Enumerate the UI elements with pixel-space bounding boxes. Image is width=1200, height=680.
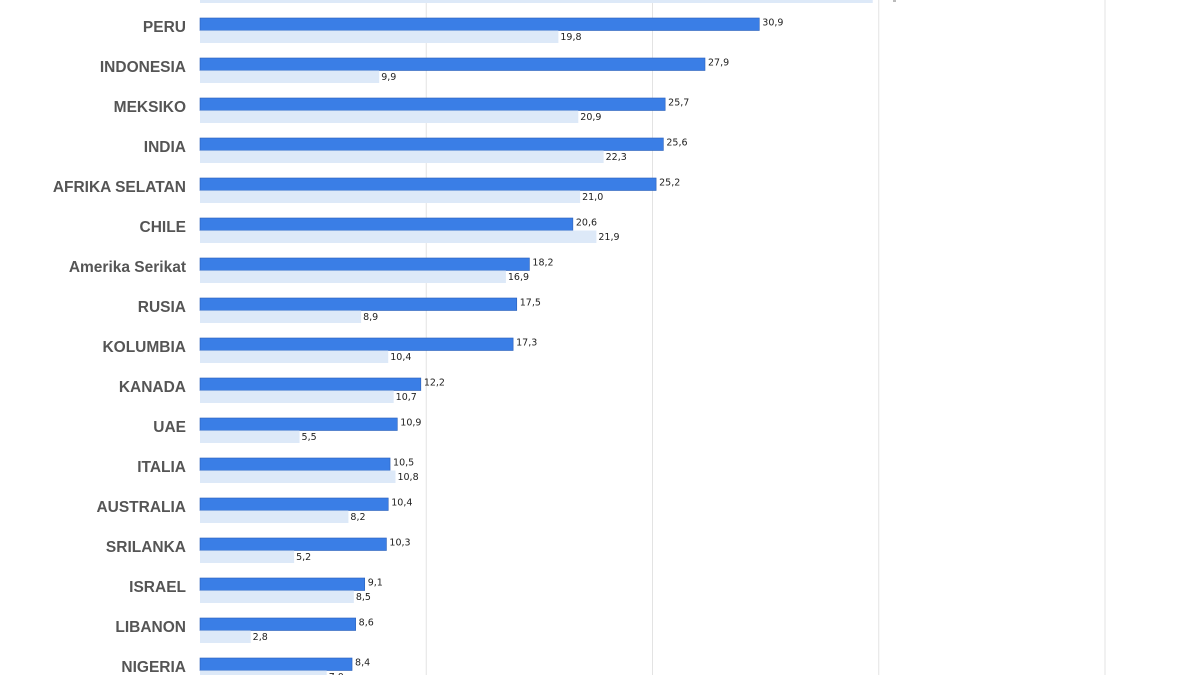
category-label: INDONESIA — [100, 59, 186, 76]
category-label: KANADA — [119, 379, 186, 396]
value-label-series2: 5,2 — [296, 552, 311, 563]
value-label-series1: 8,6 — [359, 618, 374, 629]
bar-series2 — [200, 590, 354, 603]
value-label-series1: 10,9 — [400, 418, 421, 429]
bar-series1 — [199, 657, 353, 671]
category-label: AUSTRALIA — [96, 499, 186, 516]
value-label-series2: 20,9 — [580, 112, 601, 123]
category-label: Amerika Serikat — [69, 259, 186, 276]
bar-series2 — [200, 70, 380, 83]
value-label-series2: 8,9 — [363, 312, 378, 323]
bar-series1 — [199, 97, 666, 111]
bar-series1 — [199, 617, 356, 631]
bar-series2 — [200, 270, 506, 283]
label-layer: PERU 30,9 19,8 INDONESIA 27,9 9,9 MEKSIKO 25,7 2… — [53, 18, 784, 680]
category-label: ITALIA — [137, 459, 186, 476]
bar-series1 — [199, 57, 706, 71]
category-label: UAE — [153, 419, 186, 436]
category-label: INDIA — [144, 139, 186, 156]
bar-series2 — [200, 190, 581, 203]
bar-series1 — [199, 537, 387, 551]
value-label-series1: 25,7 — [668, 98, 689, 109]
value-label-series1: 17,5 — [520, 298, 541, 309]
value-label-series2: 10,8 — [397, 472, 418, 483]
bar-series2 — [200, 150, 604, 163]
bar-series1 — [199, 297, 518, 311]
category-label: KOLUMBIA — [102, 339, 186, 356]
value-label-series2: 16,9 — [508, 272, 529, 283]
category-label: PERU — [143, 19, 186, 36]
bar-series1 — [199, 337, 514, 351]
value-label-series1: 20,6 — [576, 218, 597, 229]
category-label: MEKSIKO — [114, 99, 186, 116]
value-label-series2: 9,9 — [381, 72, 396, 83]
bar-series1 — [199, 457, 391, 471]
value-label-series2: 10,4 — [390, 352, 411, 363]
bar-series2 — [200, 510, 349, 523]
bar-series1 — [199, 257, 530, 271]
value-label-series2: 8,2 — [350, 512, 365, 523]
bar-series2 — [200, 310, 362, 323]
bar-series1 — [199, 377, 422, 391]
bar-series2 — [200, 670, 327, 680]
bar-series1 — [199, 417, 398, 431]
bar-series2 — [200, 470, 396, 483]
bar-series1 — [199, 17, 760, 31]
category-label: SRILANKA — [106, 539, 186, 556]
category-label: CHILE — [140, 219, 187, 236]
bar-layer — [199, 0, 896, 680]
bar-series2 — [200, 630, 251, 643]
bar-series1 — [199, 577, 366, 591]
bar-series2 — [200, 550, 295, 563]
value-label-series1: 12,2 — [424, 378, 445, 389]
value-label-series1: 9,1 — [368, 578, 383, 589]
grid-layer — [425, 0, 1106, 675]
value-label-series2: 5,5 — [302, 432, 317, 443]
category-label: NIGERIA — [121, 659, 186, 675]
value-label-series1: 18,2 — [532, 258, 553, 269]
value-label-series1: 8,4 — [355, 658, 370, 669]
value-label-series1: 10,5 — [393, 458, 414, 469]
bar-partial-top — [200, 0, 873, 3]
value-label-series1: 17,3 — [516, 338, 537, 349]
category-label: RUSIA — [138, 299, 186, 316]
category-label: ISRAEL — [129, 579, 186, 596]
bar-series1 — [199, 217, 574, 231]
value-label-series1: 25,2 — [659, 178, 680, 189]
value-label-series2: 10,7 — [396, 392, 417, 403]
value-label-series1: 10,4 — [391, 498, 412, 509]
bar-series2 — [200, 30, 559, 43]
category-label: AFRIKA SELATAN — [53, 179, 186, 196]
bar-series2 — [200, 390, 394, 403]
bar-series1 — [199, 177, 657, 191]
bar-series2 — [200, 230, 597, 243]
value-label-series2: 22,3 — [606, 152, 627, 163]
bar-series2 — [200, 110, 579, 123]
bar-series2 — [200, 430, 300, 443]
value-label-series1: 10,3 — [389, 538, 410, 549]
value-label-series1: 25,6 — [666, 138, 687, 149]
category-label: LIBANON — [115, 619, 186, 636]
tick-mark-partial-top — [893, 0, 896, 2]
value-label-series2: 21,0 — [582, 192, 603, 203]
value-label-series2: 2,8 — [253, 632, 268, 643]
value-label-series1: 27,9 — [708, 58, 729, 69]
value-label-series1: 30,9 — [762, 18, 783, 29]
value-label-series2: 8,5 — [356, 592, 371, 603]
bar-series2 — [200, 350, 389, 363]
bar-series1 — [199, 497, 389, 511]
value-label-series2: 21,9 — [598, 232, 619, 243]
value-label-series2: 19,8 — [560, 32, 581, 43]
bar-series1 — [199, 137, 664, 151]
